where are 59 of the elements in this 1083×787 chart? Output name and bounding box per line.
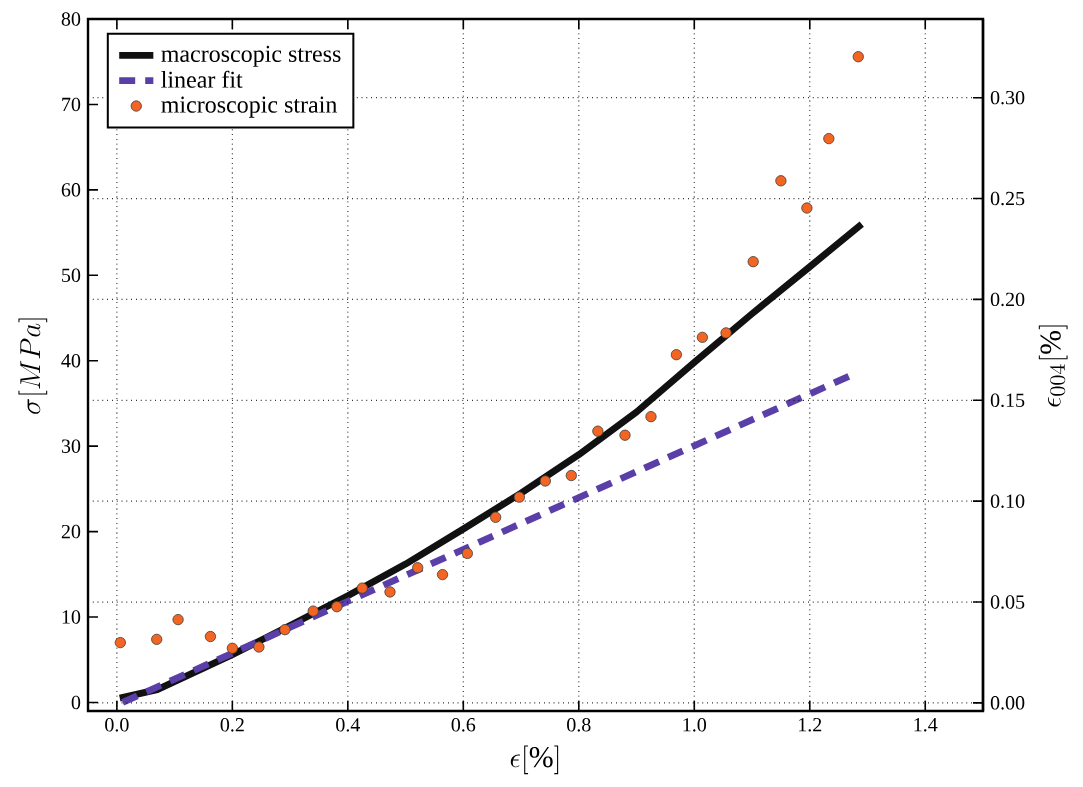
point	[720, 327, 732, 339]
point	[696, 331, 708, 343]
y2-tick-label: 0.30	[990, 90, 1025, 105]
point	[331, 601, 343, 613]
point	[436, 569, 449, 581]
x-tick-label: 0.6	[451, 718, 476, 732]
point	[172, 613, 184, 626]
y-tick-label: 20	[61, 524, 81, 539]
point	[356, 582, 368, 594]
point	[384, 586, 396, 598]
y-tick-label: 10	[62, 610, 81, 624]
point	[645, 411, 657, 423]
point	[307, 605, 319, 617]
y2-tick-label: 0.05	[990, 595, 1025, 609]
x-tick-label: 1.4	[914, 718, 938, 732]
y-axis-title: $\sigma[MPa]$	[18, 318, 48, 414]
point	[619, 429, 631, 441]
legend-label: microscopic strain	[161, 96, 338, 118]
point	[151, 633, 163, 645]
x-tick-label: 1.0	[683, 718, 707, 732]
y-tick-label: 30	[61, 439, 81, 453]
legend-label: linear fit	[161, 70, 243, 88]
point	[565, 469, 577, 482]
point	[412, 562, 424, 574]
point	[670, 349, 682, 361]
y2-tick-label: 0.10	[990, 494, 1025, 508]
y-tick-label: 60	[61, 183, 81, 197]
y2-tick-label: 0.00	[990, 696, 1025, 710]
x-tick-label: 0.0	[105, 718, 129, 732]
x-axis-title: $\epsilon[\%]$	[510, 745, 559, 775]
x-tick-label: 1.2	[799, 718, 822, 732]
x-tick-label: 0.8	[567, 718, 591, 732]
y2-tick-label: 0.25	[990, 191, 1025, 206]
point	[253, 641, 265, 653]
point	[747, 256, 759, 268]
point	[226, 642, 238, 654]
y-tick-label: 50	[62, 268, 81, 283]
y2-tick-label: 0.15	[990, 393, 1025, 408]
y-tick-label: 0	[71, 695, 81, 710]
point	[461, 547, 473, 560]
point	[823, 133, 835, 145]
y-tick-label: 70	[62, 97, 81, 112]
point	[801, 202, 813, 214]
y-tick-label: 40	[61, 353, 81, 368]
point	[490, 511, 502, 523]
point	[852, 51, 864, 63]
point	[204, 630, 217, 643]
point	[775, 175, 787, 187]
y2-axis-title: $\epsilon_{004}[\%]$	[1038, 325, 1068, 407]
y-tick-label: 80	[61, 12, 81, 26]
point	[279, 624, 291, 636]
x-tick-label: 0.4	[336, 718, 361, 732]
x-tick-label: 0.2	[220, 718, 244, 732]
y2-tick-label: 0.20	[990, 292, 1025, 307]
point	[539, 475, 551, 487]
legend-label: macroscopic stress	[161, 45, 341, 67]
point	[513, 491, 525, 503]
point	[114, 636, 126, 649]
point	[592, 425, 604, 437]
